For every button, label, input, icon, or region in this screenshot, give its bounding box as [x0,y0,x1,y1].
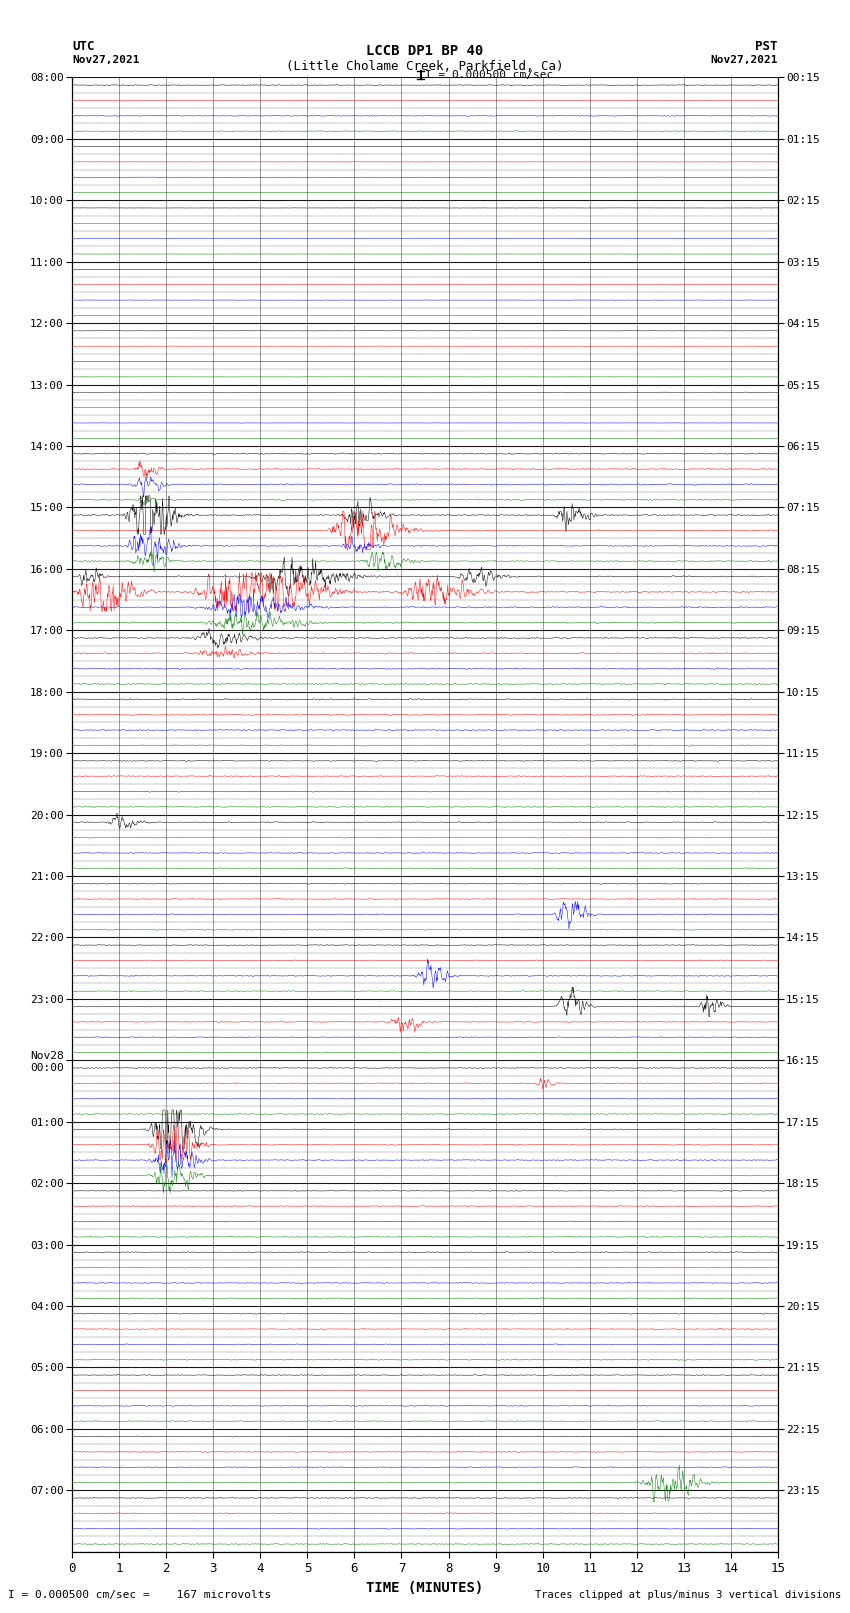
Text: (Little Cholame Creek, Parkfield, Ca): (Little Cholame Creek, Parkfield, Ca) [286,60,564,73]
Text: PST: PST [756,40,778,53]
Text: UTC: UTC [72,40,94,53]
Text: LCCB DP1 BP 40: LCCB DP1 BP 40 [366,44,484,58]
Text: Traces clipped at plus/minus 3 vertical divisions: Traces clipped at plus/minus 3 vertical … [536,1590,842,1600]
Text: I = 0.000500 cm/sec: I = 0.000500 cm/sec [425,69,553,81]
Text: Nov27,2021: Nov27,2021 [72,55,139,65]
X-axis label: TIME (MINUTES): TIME (MINUTES) [366,1581,484,1595]
Text: I = 0.000500 cm/sec =    167 microvolts: I = 0.000500 cm/sec = 167 microvolts [8,1590,272,1600]
Text: Nov27,2021: Nov27,2021 [711,55,778,65]
